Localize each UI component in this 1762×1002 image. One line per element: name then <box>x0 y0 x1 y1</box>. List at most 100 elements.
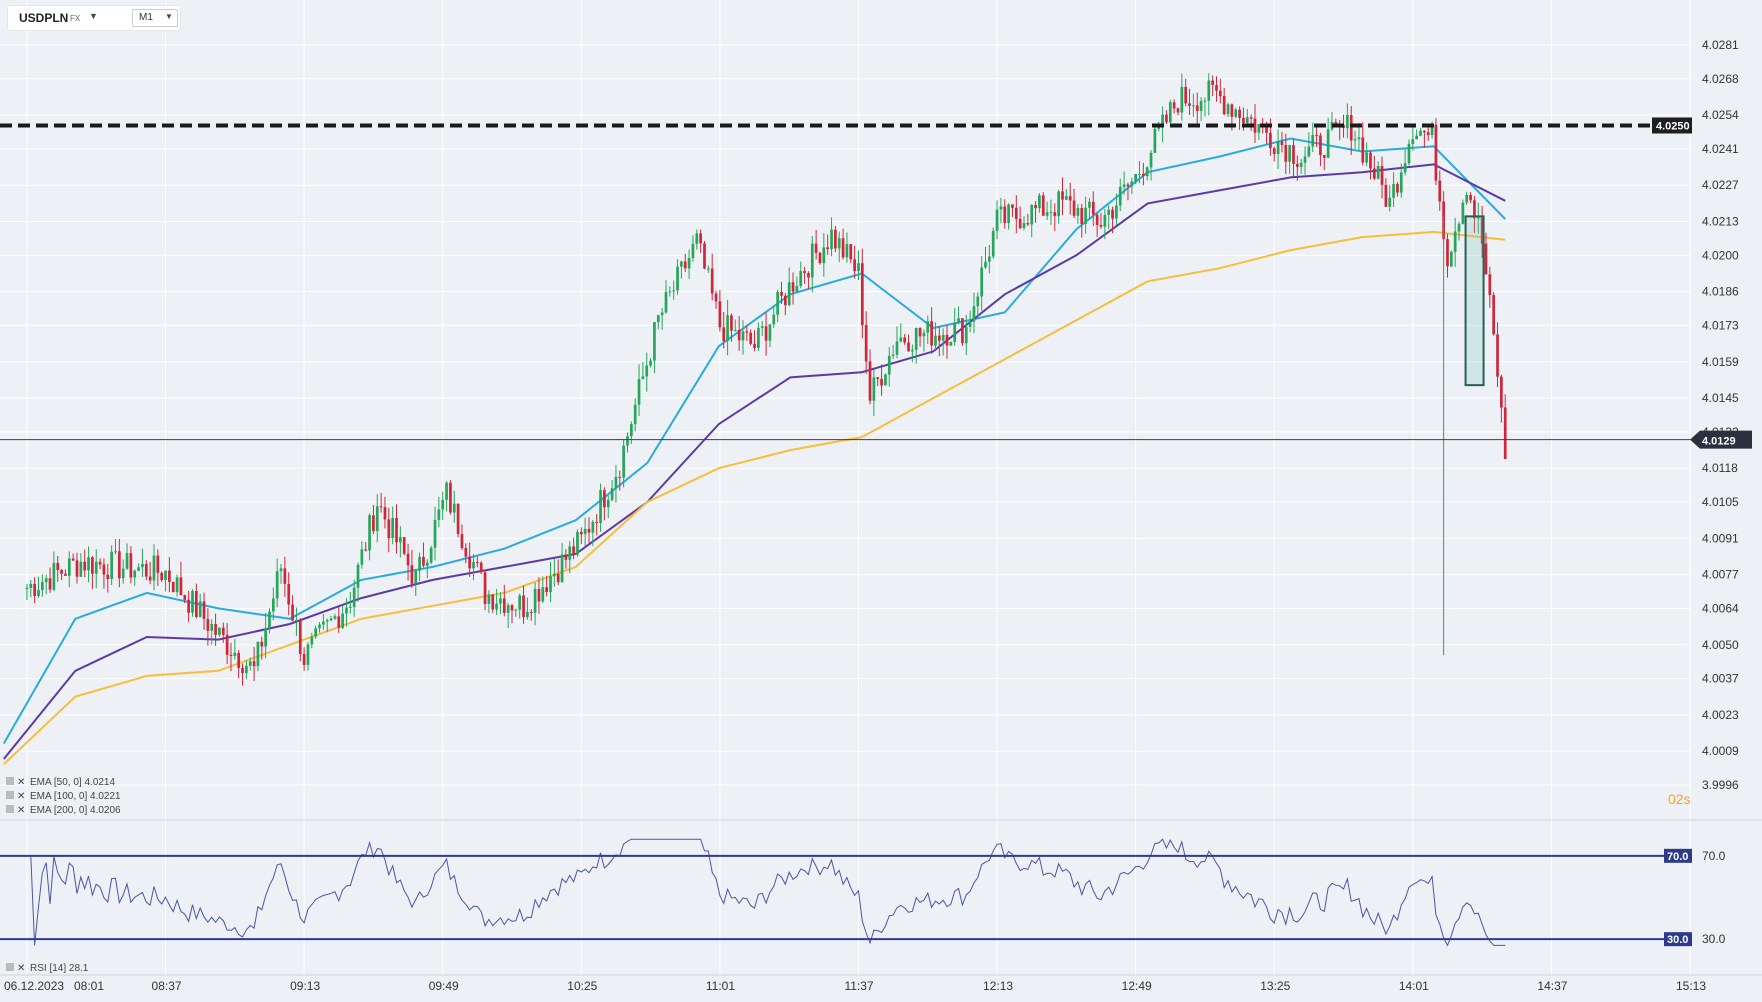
candle-body <box>672 290 676 292</box>
candle-body <box>368 515 371 551</box>
candle-body <box>629 424 633 437</box>
candle-body <box>433 519 437 548</box>
candle-body <box>733 329 737 331</box>
chevron-down-icon[interactable]: ▼ <box>89 11 98 21</box>
candle-body <box>514 609 518 611</box>
candle-body <box>618 476 622 478</box>
candle-body <box>1242 117 1245 123</box>
candle-body <box>599 490 602 523</box>
candle-body <box>1053 212 1057 217</box>
candle-body <box>98 561 102 565</box>
candle-body <box>1269 132 1272 149</box>
candle-body <box>1088 201 1091 208</box>
candle-body <box>1415 135 1419 140</box>
candle-body <box>314 628 318 637</box>
legend-icon <box>6 805 14 813</box>
candle-body <box>518 595 522 610</box>
candle-body <box>1392 183 1395 198</box>
candle-body <box>1215 85 1218 91</box>
candle-body <box>221 627 225 635</box>
candle-body <box>691 243 695 258</box>
candle-body <box>1118 186 1122 206</box>
candle-body <box>891 354 895 356</box>
candle-body <box>271 598 275 612</box>
rsi-legend-icon <box>6 963 14 971</box>
y-tick-label: 4.0268 <box>1702 72 1739 86</box>
candle-body <box>1157 127 1161 129</box>
candle-body <box>895 341 899 355</box>
candle-body <box>360 549 364 565</box>
candle-body <box>845 244 849 258</box>
y-tick-label: 4.0037 <box>1702 672 1739 686</box>
candle-body <box>1134 173 1137 182</box>
candle-body <box>934 335 937 346</box>
candle-body <box>937 335 941 341</box>
candle-body <box>830 229 833 250</box>
candle-body <box>1303 156 1307 163</box>
candle-body <box>656 315 660 323</box>
y-tick-label: 4.0159 <box>1702 355 1739 369</box>
candle-body <box>502 598 506 613</box>
candle-body <box>683 261 687 269</box>
timeframe-select[interactable]: M1 ▼ <box>132 9 178 27</box>
rsi-level-tag-label: 70.0 <box>1667 851 1688 863</box>
candle-body <box>252 661 256 667</box>
candle-body <box>1226 104 1230 115</box>
candle-body <box>210 624 214 631</box>
candle-body <box>202 601 206 619</box>
candle-body <box>522 595 525 618</box>
candle-body <box>322 621 325 625</box>
candle-body <box>764 326 768 341</box>
candle-body <box>749 332 753 344</box>
candle-body <box>730 315 733 331</box>
candle-body <box>622 445 625 478</box>
candle-body <box>1449 251 1453 267</box>
candle-body <box>1172 102 1176 109</box>
candle-body <box>102 564 106 575</box>
candle-body <box>268 611 271 629</box>
candle-body <box>306 644 310 665</box>
candle-body <box>506 605 510 613</box>
candle-body <box>414 570 418 584</box>
candle-body <box>291 604 294 621</box>
price-tag-label: 4.0129 <box>1702 436 1736 448</box>
candle-body <box>760 326 764 328</box>
candle-body <box>1353 139 1357 141</box>
level-tag <box>1652 117 1692 134</box>
ema-lines <box>2 137 1506 765</box>
candle-body <box>67 558 71 576</box>
y-tick-label: 4.0200 <box>1702 248 1739 262</box>
candle-body <box>279 568 283 572</box>
candle-body <box>91 557 94 574</box>
candle-body <box>976 296 980 307</box>
candle-body <box>1065 196 1068 200</box>
candle-body <box>706 268 710 270</box>
candle-body <box>491 594 495 610</box>
candle-body <box>198 601 202 617</box>
candle-body <box>1107 209 1111 215</box>
candle-body <box>75 560 79 577</box>
candle-body <box>318 624 321 629</box>
candle-body <box>148 576 152 581</box>
candle-body <box>533 588 537 613</box>
candle-body <box>953 322 957 342</box>
candle-body <box>241 667 244 674</box>
candle-body <box>1349 114 1353 141</box>
candle-body <box>1492 295 1496 335</box>
candle-body <box>479 562 483 573</box>
candle-body <box>121 568 125 579</box>
level-line-group[interactable]: 4.0250 <box>0 117 1692 134</box>
symbol-selector[interactable]: USDPLN FX ▼ M1 ▼ <box>8 6 180 30</box>
candle-body <box>1311 135 1315 147</box>
candle-body <box>1361 137 1365 163</box>
candle-body <box>1480 217 1484 244</box>
y-tick-label: 4.0254 <box>1702 108 1739 122</box>
candle-body <box>191 590 194 613</box>
candle-body <box>626 436 629 446</box>
candle-body <box>1003 206 1007 224</box>
y-tick-label: 3.9996 <box>1702 778 1739 792</box>
ema-line-1 <box>3 163 1506 760</box>
candle-body <box>44 578 48 583</box>
candle-body <box>1038 195 1041 209</box>
